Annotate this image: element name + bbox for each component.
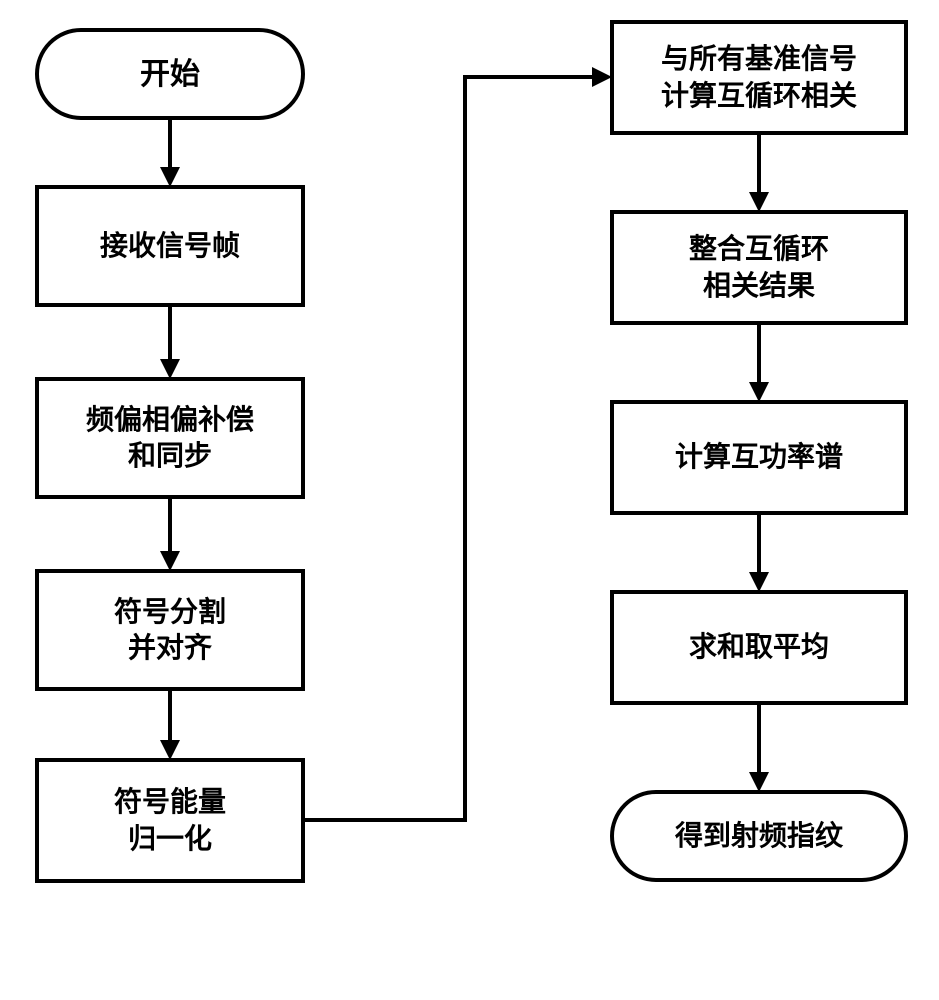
process-offset-sync: 频偏相偏补偿和同步 [35, 377, 305, 499]
process-cross-power-spectrum: 计算互功率谱 [610, 400, 908, 515]
sum-average-label: 求和取平均 [689, 629, 829, 665]
cross-power-spectrum-label: 计算互功率谱 [675, 439, 843, 475]
start-label: 开始 [140, 55, 200, 94]
process-symbol-energy: 符号能量归一化 [35, 758, 305, 883]
process-symbol-split: 符号分割并对齐 [35, 569, 305, 691]
receive-frame-label: 接收信号帧 [100, 228, 240, 264]
integrate-results-label: 整合互循环相关结果 [689, 231, 829, 304]
process-receive-frame: 接收信号帧 [35, 185, 305, 307]
end-label: 得到射频指纹 [675, 818, 843, 854]
symbol-energy-label: 符号能量归一化 [114, 784, 226, 857]
symbol-split-label: 符号分割并对齐 [114, 594, 226, 667]
start-node: 开始 [35, 28, 305, 120]
process-sum-average: 求和取平均 [610, 590, 908, 705]
cross-correlation-label: 与所有基准信号计算互循环相关 [661, 41, 857, 114]
offset-sync-label: 频偏相偏补偿和同步 [86, 402, 254, 475]
end-node: 得到射频指纹 [610, 790, 908, 882]
process-integrate-results: 整合互循环相关结果 [610, 210, 908, 325]
process-cross-correlation: 与所有基准信号计算互循环相关 [610, 20, 908, 135]
